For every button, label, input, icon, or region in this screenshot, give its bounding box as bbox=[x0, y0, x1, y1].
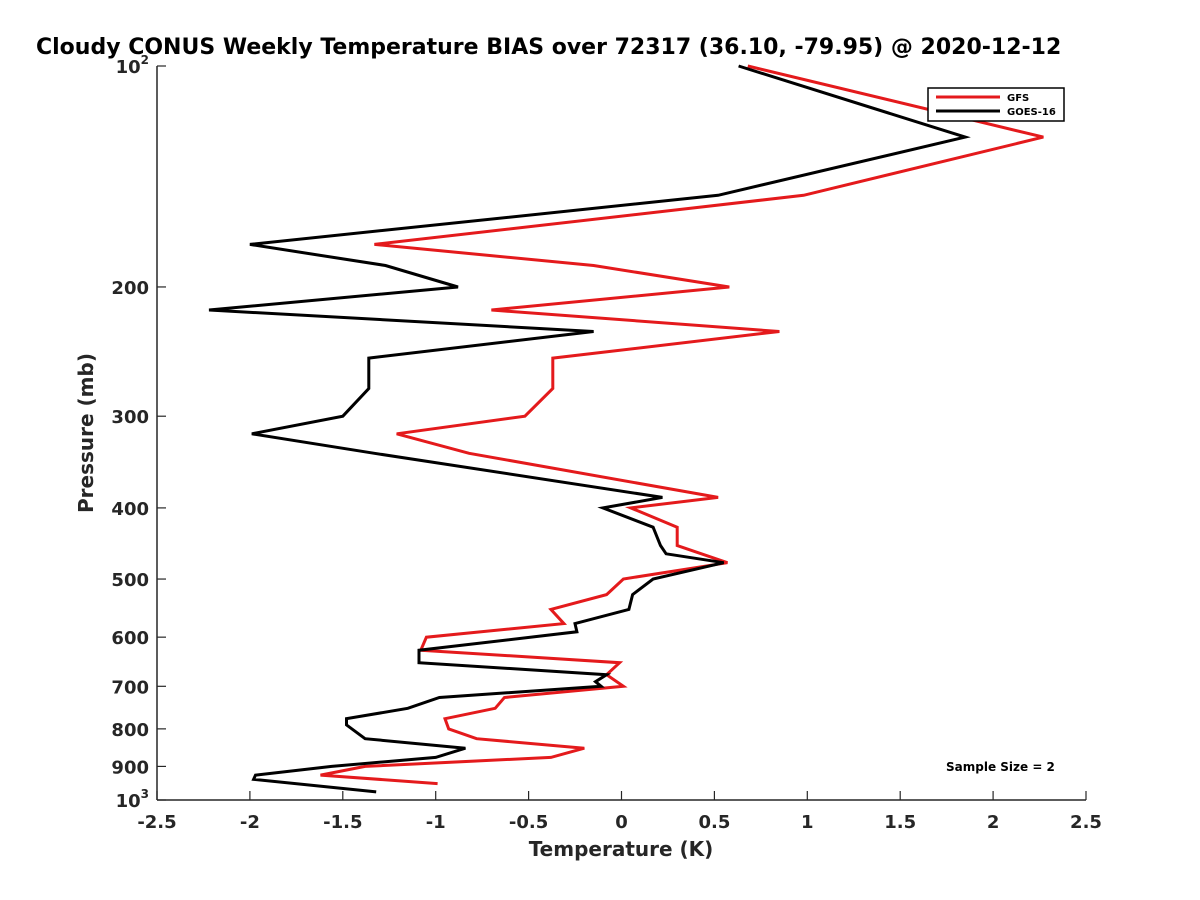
series-line-goes-16 bbox=[208, 64, 971, 794]
x-tick-label: 2 bbox=[987, 812, 1000, 833]
y-tick-label: 103 bbox=[116, 787, 149, 812]
y-tick-label: 700 bbox=[111, 677, 149, 698]
legend-label: GFS bbox=[1007, 93, 1029, 104]
x-tick-label: 0.5 bbox=[698, 812, 730, 833]
axes-layer: -2.5 -2 -1.5 -1 -0.5 0 0.5 1 1.5 2 2.5 102 200 300 400… bbox=[111, 53, 1102, 833]
legend-label: GOES-16 bbox=[1007, 107, 1056, 118]
x-tick-label: -1.5 bbox=[323, 812, 362, 833]
series-layer bbox=[208, 64, 1044, 794]
y-tick-label: 102 bbox=[116, 53, 149, 78]
x-axis-label: Temperature (K) bbox=[529, 837, 714, 861]
x-tick-label: 1 bbox=[801, 812, 814, 833]
x-tick-label: -1 bbox=[426, 812, 446, 833]
sample-size-annotation: Sample Size = 2 bbox=[946, 760, 1055, 774]
y-tick-label: 400 bbox=[111, 499, 149, 520]
x-tick-label: 1.5 bbox=[884, 812, 916, 833]
legend: GFS GOES-16 bbox=[927, 87, 1065, 122]
y-axis-label: Pressure (mb) bbox=[74, 353, 98, 513]
x-tick-label: 0 bbox=[615, 812, 628, 833]
x-tick-label: -2 bbox=[240, 812, 260, 833]
y-tick-label: 600 bbox=[111, 628, 149, 649]
series-line-gfs bbox=[320, 64, 1044, 786]
y-tick-label: 200 bbox=[111, 278, 149, 299]
y-tick-label: 800 bbox=[111, 720, 149, 741]
chart-title: Cloudy CONUS Weekly Temperature BIAS ove… bbox=[36, 35, 1061, 60]
x-tick-label: -0.5 bbox=[509, 812, 548, 833]
x-tick-label: -2.5 bbox=[137, 812, 176, 833]
x-tick-label: 2.5 bbox=[1070, 812, 1102, 833]
y-tick-label: 500 bbox=[111, 570, 149, 591]
y-tick-label: 300 bbox=[111, 407, 149, 428]
legend-box bbox=[927, 87, 1065, 122]
y-tick-label: 900 bbox=[111, 757, 149, 778]
